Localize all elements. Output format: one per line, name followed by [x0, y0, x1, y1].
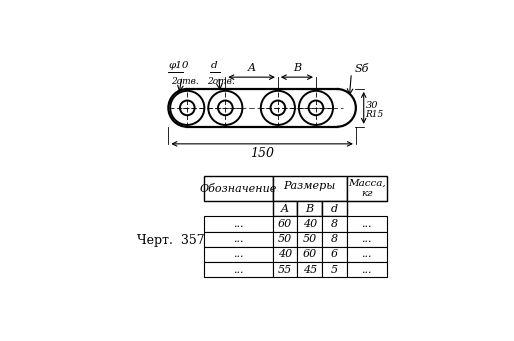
Text: 150: 150 — [250, 147, 274, 160]
Text: ...: ... — [361, 265, 372, 275]
Bar — [322, 262, 346, 277]
Text: ...: ... — [361, 249, 372, 260]
Bar — [273, 216, 298, 232]
Text: R15: R15 — [365, 110, 383, 119]
Text: Масса,
кг: Масса, кг — [348, 179, 386, 198]
Bar — [322, 232, 346, 247]
Bar — [346, 216, 387, 232]
Text: Обозначение: Обозначение — [200, 183, 277, 194]
Bar — [298, 262, 322, 277]
Text: Черт.  357: Черт. 357 — [137, 234, 205, 247]
Text: 8: 8 — [331, 234, 338, 244]
Text: 30: 30 — [366, 101, 378, 110]
Text: 2отв.: 2отв. — [171, 77, 198, 86]
Text: ...: ... — [233, 234, 244, 244]
Bar — [346, 176, 387, 201]
Text: 50: 50 — [278, 234, 292, 244]
Bar — [273, 176, 346, 201]
Bar — [322, 201, 346, 216]
Text: 45: 45 — [303, 265, 317, 275]
Text: 55: 55 — [278, 265, 292, 275]
Text: 40: 40 — [303, 219, 317, 229]
Bar — [346, 247, 387, 262]
Bar — [273, 262, 298, 277]
Text: 8: 8 — [331, 219, 338, 229]
Text: 5: 5 — [331, 265, 338, 275]
Bar — [273, 232, 298, 247]
Text: 2отв.: 2отв. — [208, 77, 235, 86]
Bar — [298, 216, 322, 232]
Text: ...: ... — [233, 249, 244, 260]
Text: φ10: φ10 — [169, 61, 189, 70]
Text: A: A — [248, 63, 255, 73]
Text: B: B — [306, 204, 314, 214]
Text: B: B — [293, 63, 301, 73]
Text: 40: 40 — [278, 249, 292, 260]
Text: 60: 60 — [278, 219, 292, 229]
Bar — [205, 262, 273, 277]
Text: Размеры: Размеры — [284, 181, 336, 191]
Text: A: A — [281, 204, 289, 214]
Bar — [346, 262, 387, 277]
Bar — [322, 247, 346, 262]
Bar — [273, 247, 298, 262]
Bar — [298, 247, 322, 262]
Text: ...: ... — [361, 219, 372, 229]
Text: 60: 60 — [303, 249, 317, 260]
Bar — [346, 232, 387, 247]
Text: ...: ... — [233, 265, 244, 275]
Text: 6: 6 — [331, 249, 338, 260]
Bar — [205, 216, 273, 232]
Text: d: d — [331, 204, 338, 214]
Text: ...: ... — [233, 219, 244, 229]
Bar — [205, 232, 273, 247]
Bar — [205, 176, 273, 201]
Bar — [205, 247, 273, 262]
Bar — [273, 201, 298, 216]
Text: 50: 50 — [303, 234, 317, 244]
Bar — [298, 201, 322, 216]
Bar — [298, 232, 322, 247]
Text: Sб: Sб — [355, 64, 369, 74]
Text: ...: ... — [361, 234, 372, 244]
Bar — [322, 216, 346, 232]
Text: d: d — [211, 61, 217, 70]
